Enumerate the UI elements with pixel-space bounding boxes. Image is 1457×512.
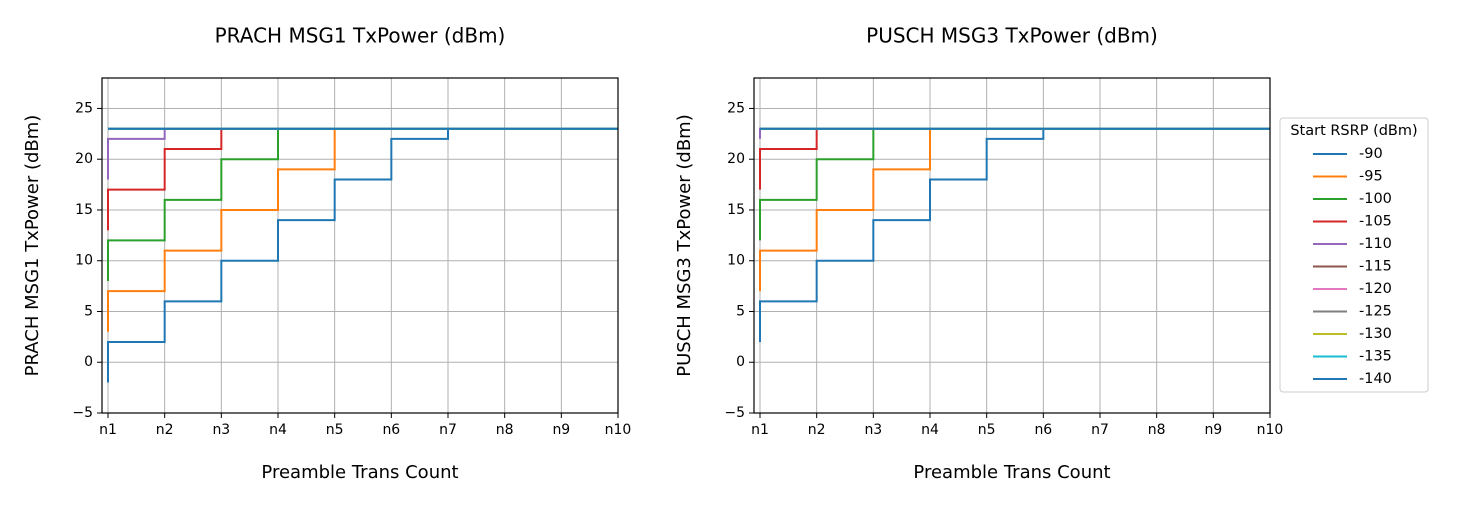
- y-tick-label: 15: [727, 202, 745, 218]
- x-tick-label: n3: [864, 422, 882, 438]
- legend-label: -95: [1359, 169, 1383, 185]
- step-line: [759, 127, 1270, 139]
- y-tick-label: 10: [75, 253, 93, 269]
- plot-frame: [753, 77, 1271, 414]
- y-tick-label: 20: [75, 151, 93, 167]
- y-tick-label: 5: [736, 303, 745, 319]
- x-tick-label: n7: [1091, 422, 1109, 438]
- step-line: [107, 127, 618, 282]
- y-tick-label: 0: [84, 354, 93, 370]
- chart-title: PRACH MSG1 TxPower (dBm): [215, 24, 506, 48]
- x-tick-label: n10: [1257, 422, 1284, 438]
- step-line: [759, 127, 1270, 241]
- y-tick-label: 0: [736, 354, 745, 370]
- legend-label: -120: [1359, 281, 1392, 297]
- legend-title: Start RSRP (dBm): [1290, 123, 1417, 139]
- x-tick-label: n2: [156, 422, 174, 438]
- y-tick-label: 15: [75, 202, 93, 218]
- x-tick-label: n8: [496, 422, 514, 438]
- x-tick-label: n10: [605, 422, 632, 438]
- step-line: [107, 127, 618, 180]
- x-tick-label: n2: [808, 422, 826, 438]
- x-tick-label: n6: [1034, 422, 1052, 438]
- legend-label: -130: [1359, 326, 1392, 342]
- legend-label: -125: [1359, 304, 1392, 320]
- x-tick-label: n6: [382, 422, 400, 438]
- x-tick-label: n8: [1148, 422, 1166, 438]
- x-tick-label: n9: [552, 422, 570, 438]
- legend-label: -115: [1359, 259, 1392, 275]
- x-tick-label: n5: [978, 422, 996, 438]
- step-line: [107, 127, 618, 383]
- y-tick-label: 25: [727, 100, 745, 116]
- legend-box: [1279, 117, 1429, 393]
- x-tick-label: n7: [439, 422, 457, 438]
- legend-label: -90: [1359, 146, 1383, 162]
- y-tick-label: 5: [84, 303, 93, 319]
- y-tick-label: 25: [75, 100, 93, 116]
- x-tick-label: n4: [269, 422, 287, 438]
- y-tick-label: −5: [724, 405, 745, 421]
- legend-label: -135: [1359, 349, 1392, 365]
- legend-label: -110: [1359, 236, 1392, 252]
- y-axis-label: PRACH MSG1 TxPower (dBm): [22, 115, 43, 377]
- y-tick-label: 20: [727, 151, 745, 167]
- y-tick-label: −5: [72, 405, 93, 421]
- y-tick-label: 10: [727, 253, 745, 269]
- legend-label: -140: [1359, 371, 1392, 387]
- x-tick-label: n1: [99, 422, 117, 438]
- x-tick-label: n4: [921, 422, 939, 438]
- x-tick-label: n3: [212, 422, 230, 438]
- plot-frame: [101, 77, 619, 414]
- legend-label: -105: [1359, 214, 1392, 230]
- x-axis-label: Preamble Trans Count: [913, 462, 1110, 483]
- x-tick-label: n1: [751, 422, 769, 438]
- x-tick-label: n9: [1204, 422, 1222, 438]
- legend-label: -100: [1359, 191, 1392, 207]
- chart-title: PUSCH MSG3 TxPower (dBm): [866, 24, 1158, 48]
- y-axis-label: PUSCH MSG3 TxPower (dBm): [674, 114, 695, 377]
- step-line: [759, 127, 1270, 342]
- x-tick-label: n5: [326, 422, 344, 438]
- x-axis-label: Preamble Trans Count: [261, 462, 458, 483]
